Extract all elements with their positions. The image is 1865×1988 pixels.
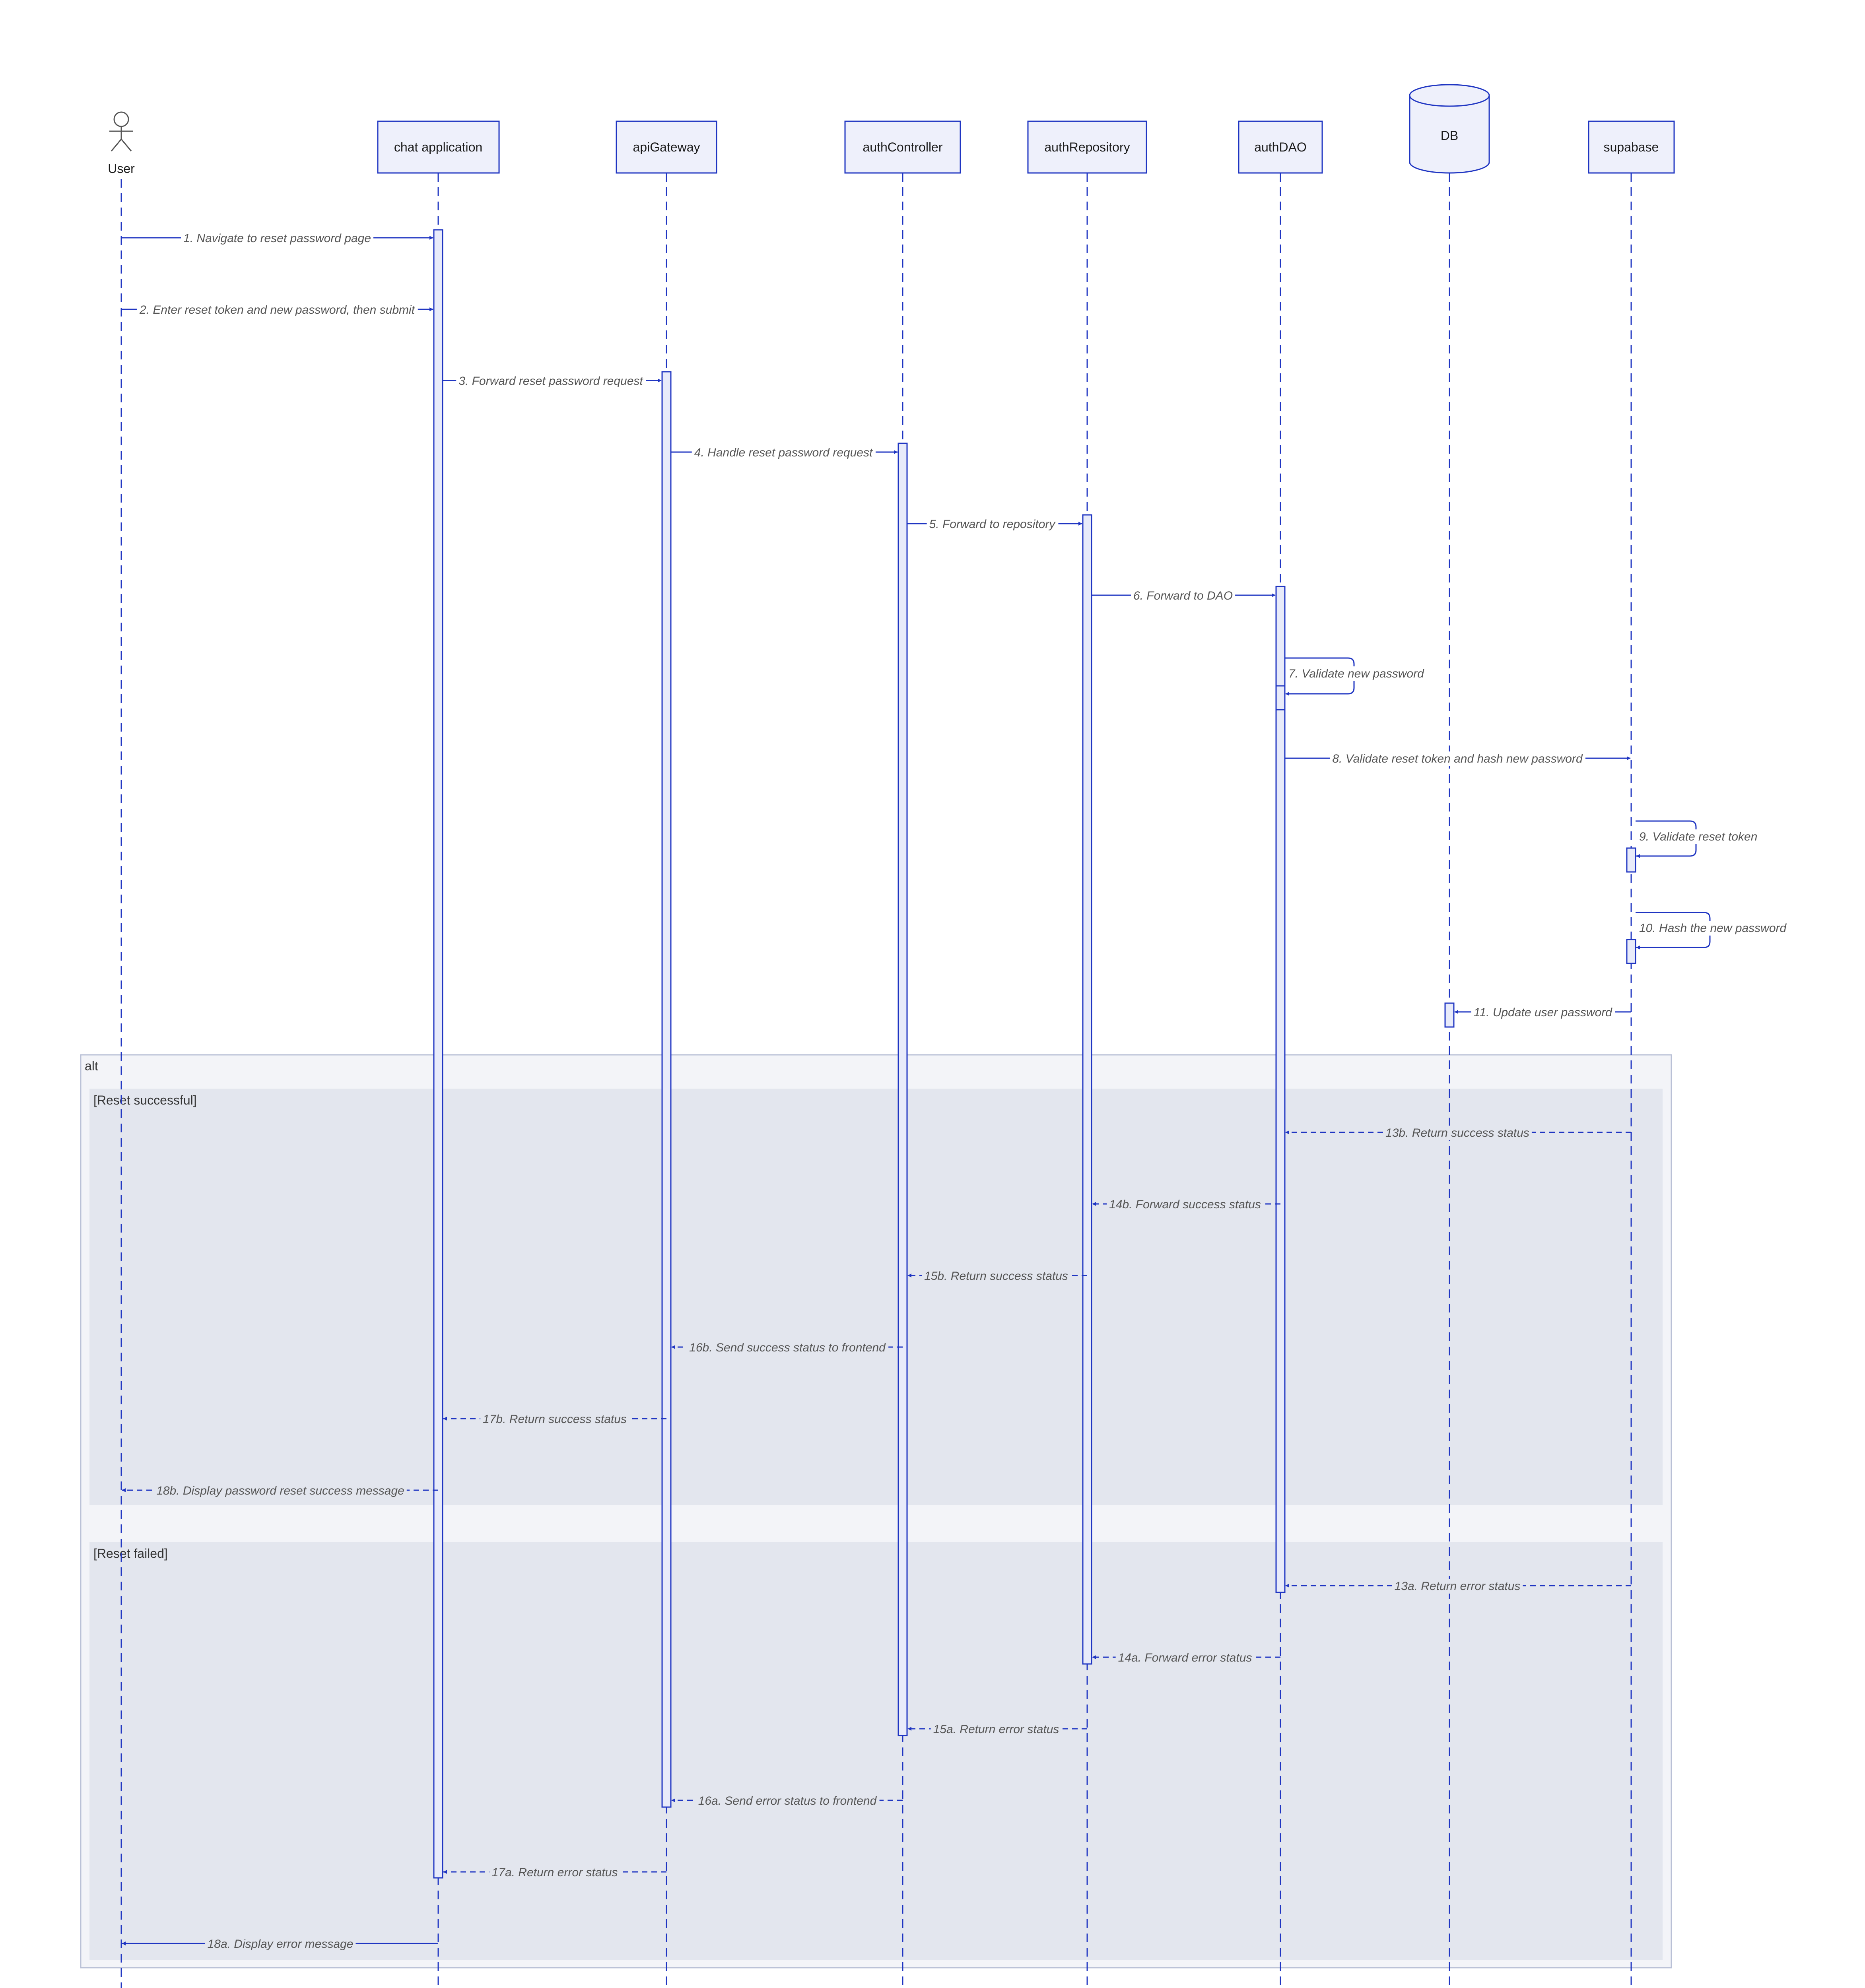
message-label-background: [1107, 1197, 1263, 1212]
message-5-label: 5. Forward to repository: [929, 518, 1056, 531]
message-label-background: [1383, 1126, 1532, 1140]
participant-label-controller: authController: [863, 140, 943, 154]
message-label-background: [480, 1412, 629, 1427]
message-9-label: 9. Validate reset token: [1639, 830, 1757, 843]
message-15b-label: 15b. Return success status: [924, 1270, 1068, 1283]
message-1-label: 1. Navigate to reset password page: [183, 232, 371, 245]
message-17a-label: 17a. Return error status: [492, 1866, 618, 1879]
message-label-background: [695, 1794, 880, 1808]
alt-frame: alt [Reset successful] [Reset failed]: [80, 1054, 1672, 1969]
activation-repository: [1082, 514, 1092, 1665]
participant-auth-controller: authController: [844, 120, 961, 174]
message-label-background: [154, 1483, 407, 1498]
activation-chat: [433, 229, 443, 1879]
participant-chat-application: chat application: [377, 120, 500, 174]
participant-api-gateway: apiGateway: [616, 120, 717, 174]
activation-supabase-hash: [1626, 939, 1636, 964]
message-label-background: [489, 1865, 620, 1880]
participant-label-db: DB: [1441, 128, 1458, 143]
alt-section-success: [89, 1089, 1663, 1505]
message-label-background: [922, 1269, 1070, 1283]
message-6-label: 6. Forward to DAO: [1133, 589, 1233, 602]
message-label-background: [1471, 1005, 1615, 1020]
activation-controller: [898, 443, 908, 1736]
message-label-background: [687, 1340, 889, 1355]
message-label-background: [1330, 751, 1585, 766]
participant-user: User: [108, 111, 135, 176]
message-14b-label: 14b. Forward success status: [1109, 1198, 1261, 1211]
actor-icon: [109, 111, 133, 151]
message-16b-label: 16b. Send success status to frontend: [689, 1341, 886, 1354]
message-2-label: 2. Enter reset token and new password, t…: [139, 303, 416, 316]
message-label-background: [1286, 666, 1427, 681]
participant-db: DB: [1409, 84, 1490, 174]
message-label-background: [1115, 1650, 1255, 1665]
message-15a-label: 15a. Return error status: [933, 1723, 1059, 1736]
message-18b-label: 18b. Display password reset success mess…: [156, 1484, 404, 1497]
activation-gateway: [661, 371, 672, 1808]
participant-label-dao: authDAO: [1254, 140, 1307, 154]
message-label-background: [931, 1722, 1062, 1737]
message-labels: 1. Navigate to reset password page 2. En…: [136, 231, 1789, 1951]
alt-section-failed: [89, 1542, 1663, 1960]
message-13a-label: 13a. Return error status: [1395, 1580, 1521, 1593]
message-label-background: [1637, 921, 1789, 936]
participant-label-gateway: apiGateway: [633, 140, 700, 154]
activation-supabase-validate: [1626, 847, 1636, 873]
guard-success: [Reset successful]: [93, 1093, 197, 1107]
message-label-background: [136, 303, 418, 317]
message-label-background: [1392, 1579, 1523, 1594]
participant-supabase: supabase: [1588, 120, 1675, 174]
activation-dao: [1275, 586, 1286, 1593]
alt-frame-label: alt: [85, 1059, 98, 1073]
message-8-label: 8. Validate reset token and hash new pas…: [1332, 752, 1583, 765]
participant-auth-repository: authRepository: [1027, 120, 1147, 174]
participant-label-chat: chat application: [394, 140, 482, 154]
message-16a-label: 16a. Send error status to frontend: [698, 1794, 877, 1807]
participant-label-repository: authRepository: [1044, 140, 1130, 154]
message-label-background: [692, 445, 876, 460]
message-label-background: [1131, 588, 1236, 603]
message-18a-label: 18a. Display error message: [208, 1938, 354, 1951]
participant-auth-dao: authDAO: [1238, 120, 1323, 174]
activation-dao-nested: [1275, 685, 1286, 711]
message-11-label: 11. Update user password: [1474, 1006, 1612, 1019]
guard-failed: [Reset failed]: [93, 1546, 168, 1561]
participant-label-supabase: supabase: [1604, 140, 1659, 154]
participant-label-user: User: [108, 161, 135, 176]
message-3-label: 3. Forward reset password request: [458, 375, 643, 388]
activation-db: [1444, 1002, 1455, 1028]
message-label-background: [456, 374, 646, 388]
message-label-background: [181, 231, 373, 246]
message-10-label: 10. Hash the new password: [1639, 922, 1787, 935]
message-7-label: 7. Validate new password: [1288, 667, 1424, 680]
message-label-background: [1637, 829, 1760, 844]
message-13b-label: 13b. Return success status: [1385, 1126, 1529, 1140]
message-label-background: [205, 1937, 356, 1951]
message-17b-label: 17b. Return success status: [483, 1413, 627, 1426]
message-label-background: [927, 517, 1059, 532]
message-4-label: 4. Handle reset password request: [694, 446, 873, 459]
activations: [433, 229, 1636, 1879]
message-14a-label: 14a. Forward error status: [1118, 1651, 1252, 1664]
